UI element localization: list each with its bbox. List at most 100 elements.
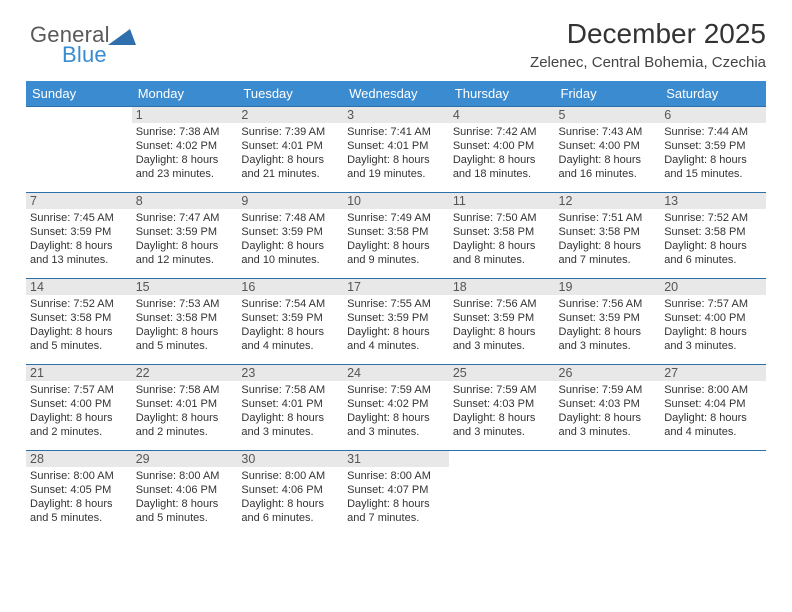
day-number: 12	[555, 193, 661, 209]
calendar-head: SundayMondayTuesdayWednesdayThursdayFrid…	[26, 81, 766, 107]
day-details: Sunrise: 7:45 AM Sunset: 3:59 PM Dayligh…	[30, 211, 128, 267]
day-details: Sunrise: 7:59 AM Sunset: 4:03 PM Dayligh…	[453, 383, 551, 439]
day-number: 29	[132, 451, 238, 467]
day-number: 17	[343, 279, 449, 295]
day-number: 21	[26, 365, 132, 381]
calendar-day-cell: 14 Sunrise: 7:52 AM Sunset: 3:58 PM Dayli…	[26, 279, 132, 365]
day-number: 4	[449, 107, 555, 123]
day-details: Sunrise: 8:00 AM Sunset: 4:06 PM Dayligh…	[136, 469, 234, 525]
page-subtitle: Zelenec, Central Bohemia, Czechia	[26, 54, 766, 71]
calendar-day-cell: 28 Sunrise: 8:00 AM Sunset: 4:05 PM Dayli…	[26, 451, 132, 537]
day-number: 14	[26, 279, 132, 295]
weekday-header-row: SundayMondayTuesdayWednesdayThursdayFrid…	[26, 81, 766, 107]
day-number: 9	[237, 193, 343, 209]
day-details: Sunrise: 7:52 AM Sunset: 3:58 PM Dayligh…	[30, 297, 128, 353]
calendar-day-cell: 8 Sunrise: 7:47 AM Sunset: 3:59 PM Daylig…	[132, 193, 238, 279]
day-number: 3	[343, 107, 449, 123]
weekday-header: Sunday	[26, 81, 132, 107]
page-title: December 2025	[26, 18, 766, 50]
calendar-day-cell: 5 Sunrise: 7:43 AM Sunset: 4:00 PM Daylig…	[555, 107, 661, 193]
day-details: Sunrise: 7:38 AM Sunset: 4:02 PM Dayligh…	[136, 125, 234, 181]
calendar-day-cell: 7 Sunrise: 7:45 AM Sunset: 3:59 PM Daylig…	[26, 193, 132, 279]
day-number: 5	[555, 107, 661, 123]
logo-triangle-icon	[108, 29, 136, 45]
day-details: Sunrise: 7:52 AM Sunset: 3:58 PM Dayligh…	[664, 211, 762, 267]
day-details: Sunrise: 7:43 AM Sunset: 4:00 PM Dayligh…	[559, 125, 657, 181]
weekday-header: Monday	[132, 81, 238, 107]
day-number: 22	[132, 365, 238, 381]
brand-logo: General Blue	[30, 22, 110, 68]
day-number: 1	[132, 107, 238, 123]
weekday-header: Wednesday	[343, 81, 449, 107]
day-details: Sunrise: 7:53 AM Sunset: 3:58 PM Dayligh…	[136, 297, 234, 353]
day-number: 6	[660, 107, 766, 123]
day-number: 16	[237, 279, 343, 295]
calendar-day-cell: 16Sunrise: 7:54 AM Sunset: 3:59 PM Dayli…	[237, 279, 343, 365]
day-number: 10	[343, 193, 449, 209]
calendar-day-cell: 9Sunrise: 7:48 AM Sunset: 3:59 PM Daylig…	[237, 193, 343, 279]
day-number: 27	[660, 365, 766, 381]
day-number: 25	[449, 365, 555, 381]
calendar-day-cell	[26, 107, 132, 193]
day-details: Sunrise: 7:57 AM Sunset: 4:00 PM Dayligh…	[30, 383, 128, 439]
day-number: 30	[237, 451, 343, 467]
day-number: 11	[449, 193, 555, 209]
calendar-day-cell: 2 Sunrise: 7:39 AM Sunset: 4:01 PM Daylig…	[237, 107, 343, 193]
calendar-week-row: 1 Sunrise: 7:38 AM Sunset: 4:02 PM Daylig…	[26, 107, 766, 193]
calendar-week-row: 21 Sunrise: 7:57 AM Sunset: 4:00 PM Dayli…	[26, 365, 766, 451]
day-details: Sunrise: 7:41 AM Sunset: 4:01 PM Dayligh…	[347, 125, 445, 181]
weekday-header: Tuesday	[237, 81, 343, 107]
calendar-day-cell: 3 Sunrise: 7:41 AM Sunset: 4:01 PM Daylig…	[343, 107, 449, 193]
calendar-table: SundayMondayTuesdayWednesdayThursdayFrid…	[26, 81, 766, 537]
logo-word-2: Blue	[62, 42, 110, 68]
day-number: 13	[660, 193, 766, 209]
day-details: Sunrise: 7:56 AM Sunset: 3:59 PM Dayligh…	[559, 297, 657, 353]
calendar-day-cell: 22Sunrise: 7:58 AM Sunset: 4:01 PM Dayli…	[132, 365, 238, 451]
day-details: Sunrise: 7:59 AM Sunset: 4:02 PM Dayligh…	[347, 383, 445, 439]
calendar-day-cell: 31Sunrise: 8:00 AM Sunset: 4:07 PM Dayli…	[343, 451, 449, 537]
calendar-day-cell: 23 Sunrise: 7:58 AM Sunset: 4:01 PM Dayli…	[237, 365, 343, 451]
calendar-day-cell: 13 Sunrise: 7:52 AM Sunset: 3:58 PM Dayli…	[660, 193, 766, 279]
calendar-day-cell: 10Sunrise: 7:49 AM Sunset: 3:58 PM Dayli…	[343, 193, 449, 279]
day-details: Sunrise: 7:55 AM Sunset: 3:59 PM Dayligh…	[347, 297, 445, 353]
calendar-day-cell: 19 Sunrise: 7:56 AM Sunset: 3:59 PM Dayli…	[555, 279, 661, 365]
day-details: Sunrise: 7:42 AM Sunset: 4:00 PM Dayligh…	[453, 125, 551, 181]
calendar-day-cell: 6Sunrise: 7:44 AM Sunset: 3:59 PM Daylig…	[660, 107, 766, 193]
calendar-day-cell: 21 Sunrise: 7:57 AM Sunset: 4:00 PM Dayli…	[26, 365, 132, 451]
weekday-header: Friday	[555, 81, 661, 107]
calendar-day-cell: 29 Sunrise: 8:00 AM Sunset: 4:06 PM Dayli…	[132, 451, 238, 537]
page-root: General Blue December 2025 Zelenec, Cent…	[0, 0, 792, 612]
calendar-day-cell: 15 Sunrise: 7:53 AM Sunset: 3:58 PM Dayli…	[132, 279, 238, 365]
calendar-day-cell	[449, 451, 555, 537]
calendar-day-cell: 24Sunrise: 7:59 AM Sunset: 4:02 PM Dayli…	[343, 365, 449, 451]
day-number: 15	[132, 279, 238, 295]
day-number: 28	[26, 451, 132, 467]
calendar-day-cell: 4 Sunrise: 7:42 AM Sunset: 4:00 PM Daylig…	[449, 107, 555, 193]
day-details: Sunrise: 7:50 AM Sunset: 3:58 PM Dayligh…	[453, 211, 551, 267]
calendar-day-cell: 27Sunrise: 8:00 AM Sunset: 4:04 PM Dayli…	[660, 365, 766, 451]
day-details: Sunrise: 7:59 AM Sunset: 4:03 PM Dayligh…	[559, 383, 657, 439]
day-number: 31	[343, 451, 449, 467]
calendar-day-cell: 17 Sunrise: 7:55 AM Sunset: 3:59 PM Dayli…	[343, 279, 449, 365]
calendar-day-cell	[555, 451, 661, 537]
day-number: 19	[555, 279, 661, 295]
calendar-day-cell: 26Sunrise: 7:59 AM Sunset: 4:03 PM Dayli…	[555, 365, 661, 451]
day-number: 7	[26, 193, 132, 209]
calendar-day-cell: 20Sunrise: 7:57 AM Sunset: 4:00 PM Dayli…	[660, 279, 766, 365]
calendar-week-row: 28 Sunrise: 8:00 AM Sunset: 4:05 PM Dayli…	[26, 451, 766, 537]
day-details: Sunrise: 7:47 AM Sunset: 3:59 PM Dayligh…	[136, 211, 234, 267]
day-details: Sunrise: 7:58 AM Sunset: 4:01 PM Dayligh…	[241, 383, 339, 439]
day-details: Sunrise: 8:00 AM Sunset: 4:05 PM Dayligh…	[30, 469, 128, 525]
calendar-day-cell: 11 Sunrise: 7:50 AM Sunset: 3:58 PM Dayli…	[449, 193, 555, 279]
day-number: 2	[237, 107, 343, 123]
calendar-day-cell	[660, 451, 766, 537]
day-number: 8	[132, 193, 238, 209]
calendar-day-cell: 18Sunrise: 7:56 AM Sunset: 3:59 PM Dayli…	[449, 279, 555, 365]
weekday-header: Saturday	[660, 81, 766, 107]
day-details: Sunrise: 7:56 AM Sunset: 3:59 PM Dayligh…	[453, 297, 551, 353]
calendar-week-row: 7 Sunrise: 7:45 AM Sunset: 3:59 PM Daylig…	[26, 193, 766, 279]
day-number: 23	[237, 365, 343, 381]
day-details: Sunrise: 8:00 AM Sunset: 4:06 PM Dayligh…	[241, 469, 339, 525]
day-details: Sunrise: 7:39 AM Sunset: 4:01 PM Dayligh…	[241, 125, 339, 181]
calendar-day-cell: 12Sunrise: 7:51 AM Sunset: 3:58 PM Dayli…	[555, 193, 661, 279]
